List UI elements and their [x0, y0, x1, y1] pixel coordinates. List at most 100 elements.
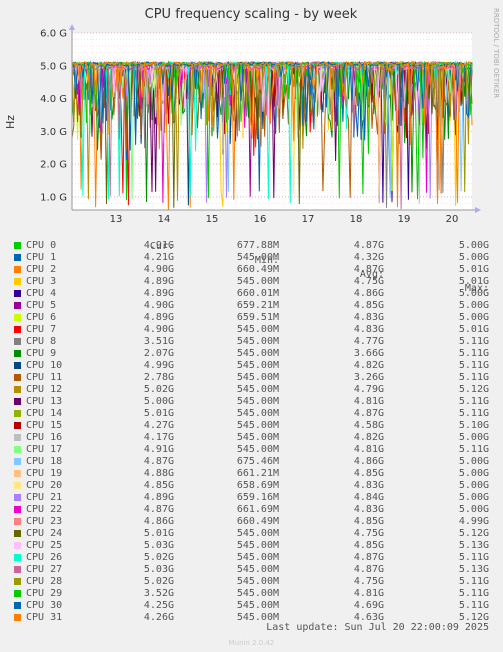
legend-avg-value: 4.86G	[353, 456, 384, 467]
legend-min-value: 659.16M	[236, 492, 279, 503]
x-tick-label: 14	[158, 214, 171, 225]
legend-row: CPU 15 4.27G 545.00M 4.58G 5.10G	[0, 420, 503, 432]
legend-swatch	[14, 374, 21, 381]
legend-max-value: 5.11G	[458, 336, 489, 347]
legend-min-value: 660.49M	[236, 264, 279, 275]
legend-series-name: CPU 14	[26, 408, 63, 419]
legend-swatch	[14, 422, 21, 429]
legend-max-value: 5.01G	[458, 276, 489, 287]
legend-max-value: 5.00G	[458, 492, 489, 503]
legend-min-value: 545.00M	[236, 396, 279, 407]
legend-max-value: 5.11G	[458, 360, 489, 371]
legend-avg-value: 4.83G	[353, 324, 384, 335]
legend-min-value: 545.00M	[236, 564, 279, 575]
legend-min-value: 677.88M	[236, 240, 279, 251]
legend-avg-value: 4.87G	[353, 552, 384, 563]
legend-row: CPU 16 4.17G 545.00M 4.82G 5.00G	[0, 432, 503, 444]
legend-series-name: CPU 29	[26, 588, 63, 599]
legend-row: CPU 26 5.02G 545.00M 4.87G 5.11G	[0, 552, 503, 564]
legend-row: CPU 22 4.87G 661.69M 4.83G 5.00G	[0, 504, 503, 516]
legend-swatch	[14, 602, 21, 609]
x-tick-label: 15	[206, 214, 219, 225]
legend-row: CPU 5 4.90G 659.21M 4.85G 5.00G	[0, 300, 503, 312]
legend-max-value: 5.12G	[458, 384, 489, 395]
legend-cur-value: 4.91G	[143, 240, 174, 251]
legend-max-value: 5.12G	[458, 528, 489, 539]
legend-row: CPU 10 4.99G 545.00M 4.82G 5.11G	[0, 360, 503, 372]
chart-title: CPU frequency scaling - by week	[145, 7, 358, 22]
legend-row: CPU 4 4.89G 660.01M 4.86G 5.00G	[0, 288, 503, 300]
legend-swatch	[14, 590, 21, 597]
legend-avg-value: 4.86G	[353, 288, 384, 299]
legend-max-value: 5.00G	[458, 288, 489, 299]
legend-avg-value: 4.75G	[353, 528, 384, 539]
legend-cur-value: 5.03G	[143, 540, 174, 551]
legend-header-cur: Cur:	[149, 241, 174, 252]
legend-row: CPU 11 2.78G 545.00M 3.26G 5.11G	[0, 372, 503, 384]
legend-swatch	[14, 254, 21, 261]
legend-avg-value: 4.85G	[353, 300, 384, 311]
legend-series-name: CPU 3	[26, 276, 57, 287]
legend-swatch	[14, 386, 21, 393]
legend-cur-value: 2.78G	[143, 372, 174, 383]
vertical-watermark: RRDTOOL / TOBI OETIKER	[492, 8, 500, 98]
legend-row: CPU 13 5.00G 545.00M 4.81G 5.11G	[0, 396, 503, 408]
legend-min-value: 675.46M	[236, 456, 279, 467]
legend-max-value: 5.11G	[458, 348, 489, 359]
legend-avg-value: 4.85G	[353, 468, 384, 479]
legend-row: CPU 2 4.90G 660.49M 4.87G 5.01G	[0, 264, 503, 276]
legend-min-value: 545.00M	[236, 420, 279, 431]
legend-avg-value: 4.83G	[353, 312, 384, 323]
legend-avg-value: 4.75G	[353, 276, 384, 287]
legend-max-value: 5.11G	[458, 588, 489, 599]
legend-avg-value: 4.87G	[353, 264, 384, 275]
legend-row: CPU 7 4.90G 545.00M 4.83G 5.01G	[0, 324, 503, 336]
legend-row: CPU 20 4.85G 658.69M 4.83G 5.00G	[0, 480, 503, 492]
legend-swatch	[14, 410, 21, 417]
legend-series-name: CPU 24	[26, 528, 63, 539]
legend-avg-value: 4.83G	[353, 504, 384, 515]
legend-cur-value: 3.52G	[143, 588, 174, 599]
legend-min-value: 545.00M	[236, 444, 279, 455]
legend-avg-value: 4.85G	[353, 516, 384, 527]
legend-min-value: 660.01M	[236, 288, 279, 299]
y-tick-label: 6.0 G	[40, 29, 67, 40]
legend-row: CPU 14 5.01G 545.00M 4.87G 5.11G	[0, 408, 503, 420]
munin-version: Munin 2.0.42	[228, 639, 275, 647]
legend-cur-value: 5.01G	[143, 408, 174, 419]
legend-row: CPU 23 4.86G 660.49M 4.85G 4.99G	[0, 516, 503, 528]
legend-avg-value: 4.82G	[353, 360, 384, 371]
legend-row: CPU 8 3.51G 545.00M 4.77G 5.11G	[0, 336, 503, 348]
legend-series-name: CPU 11	[26, 372, 63, 383]
legend-min-value: 659.51M	[236, 312, 279, 323]
legend-swatch	[14, 446, 21, 453]
legend-max-value: 5.11G	[458, 552, 489, 563]
legend-max-value: 5.10G	[458, 420, 489, 431]
legend-min-value: 545.00M	[236, 384, 279, 395]
legend-row: CPU 17 4.91G 545.00M 4.81G 5.11G	[0, 444, 503, 456]
legend-max-value: 5.00G	[458, 456, 489, 467]
legend-cur-value: 5.01G	[143, 528, 174, 539]
legend-avg-value: 4.87G	[353, 408, 384, 419]
legend-swatch	[14, 494, 21, 501]
legend-swatch	[14, 290, 21, 297]
legend-max-value: 5.00G	[458, 300, 489, 311]
last-update: Last update: Sun Jul 20 22:00:09 2025	[266, 622, 489, 633]
legend-series-name: CPU 18	[26, 456, 63, 467]
legend-cur-value: 4.89G	[143, 492, 174, 503]
legend-swatch	[14, 518, 21, 525]
y-axis-label: Hz	[4, 115, 17, 129]
legend-min-value: 661.21M	[236, 468, 279, 479]
legend-avg-value: 4.83G	[353, 480, 384, 491]
x-tick-label: 16	[254, 214, 267, 225]
legend-max-value: 5.00G	[458, 480, 489, 491]
y-axis-arrow-icon	[69, 24, 75, 30]
y-tick-label: 2.0 G	[40, 160, 67, 171]
legend-cur-value: 4.89G	[143, 312, 174, 323]
legend-avg-value: 4.87G	[353, 240, 384, 251]
legend-min-value: 545.00M	[236, 336, 279, 347]
legend-avg-value: 4.81G	[353, 396, 384, 407]
legend-series-name: CPU 23	[26, 516, 63, 527]
legend-min-value: 659.21M	[236, 300, 279, 311]
legend-cur-value: 4.26G	[143, 612, 174, 623]
